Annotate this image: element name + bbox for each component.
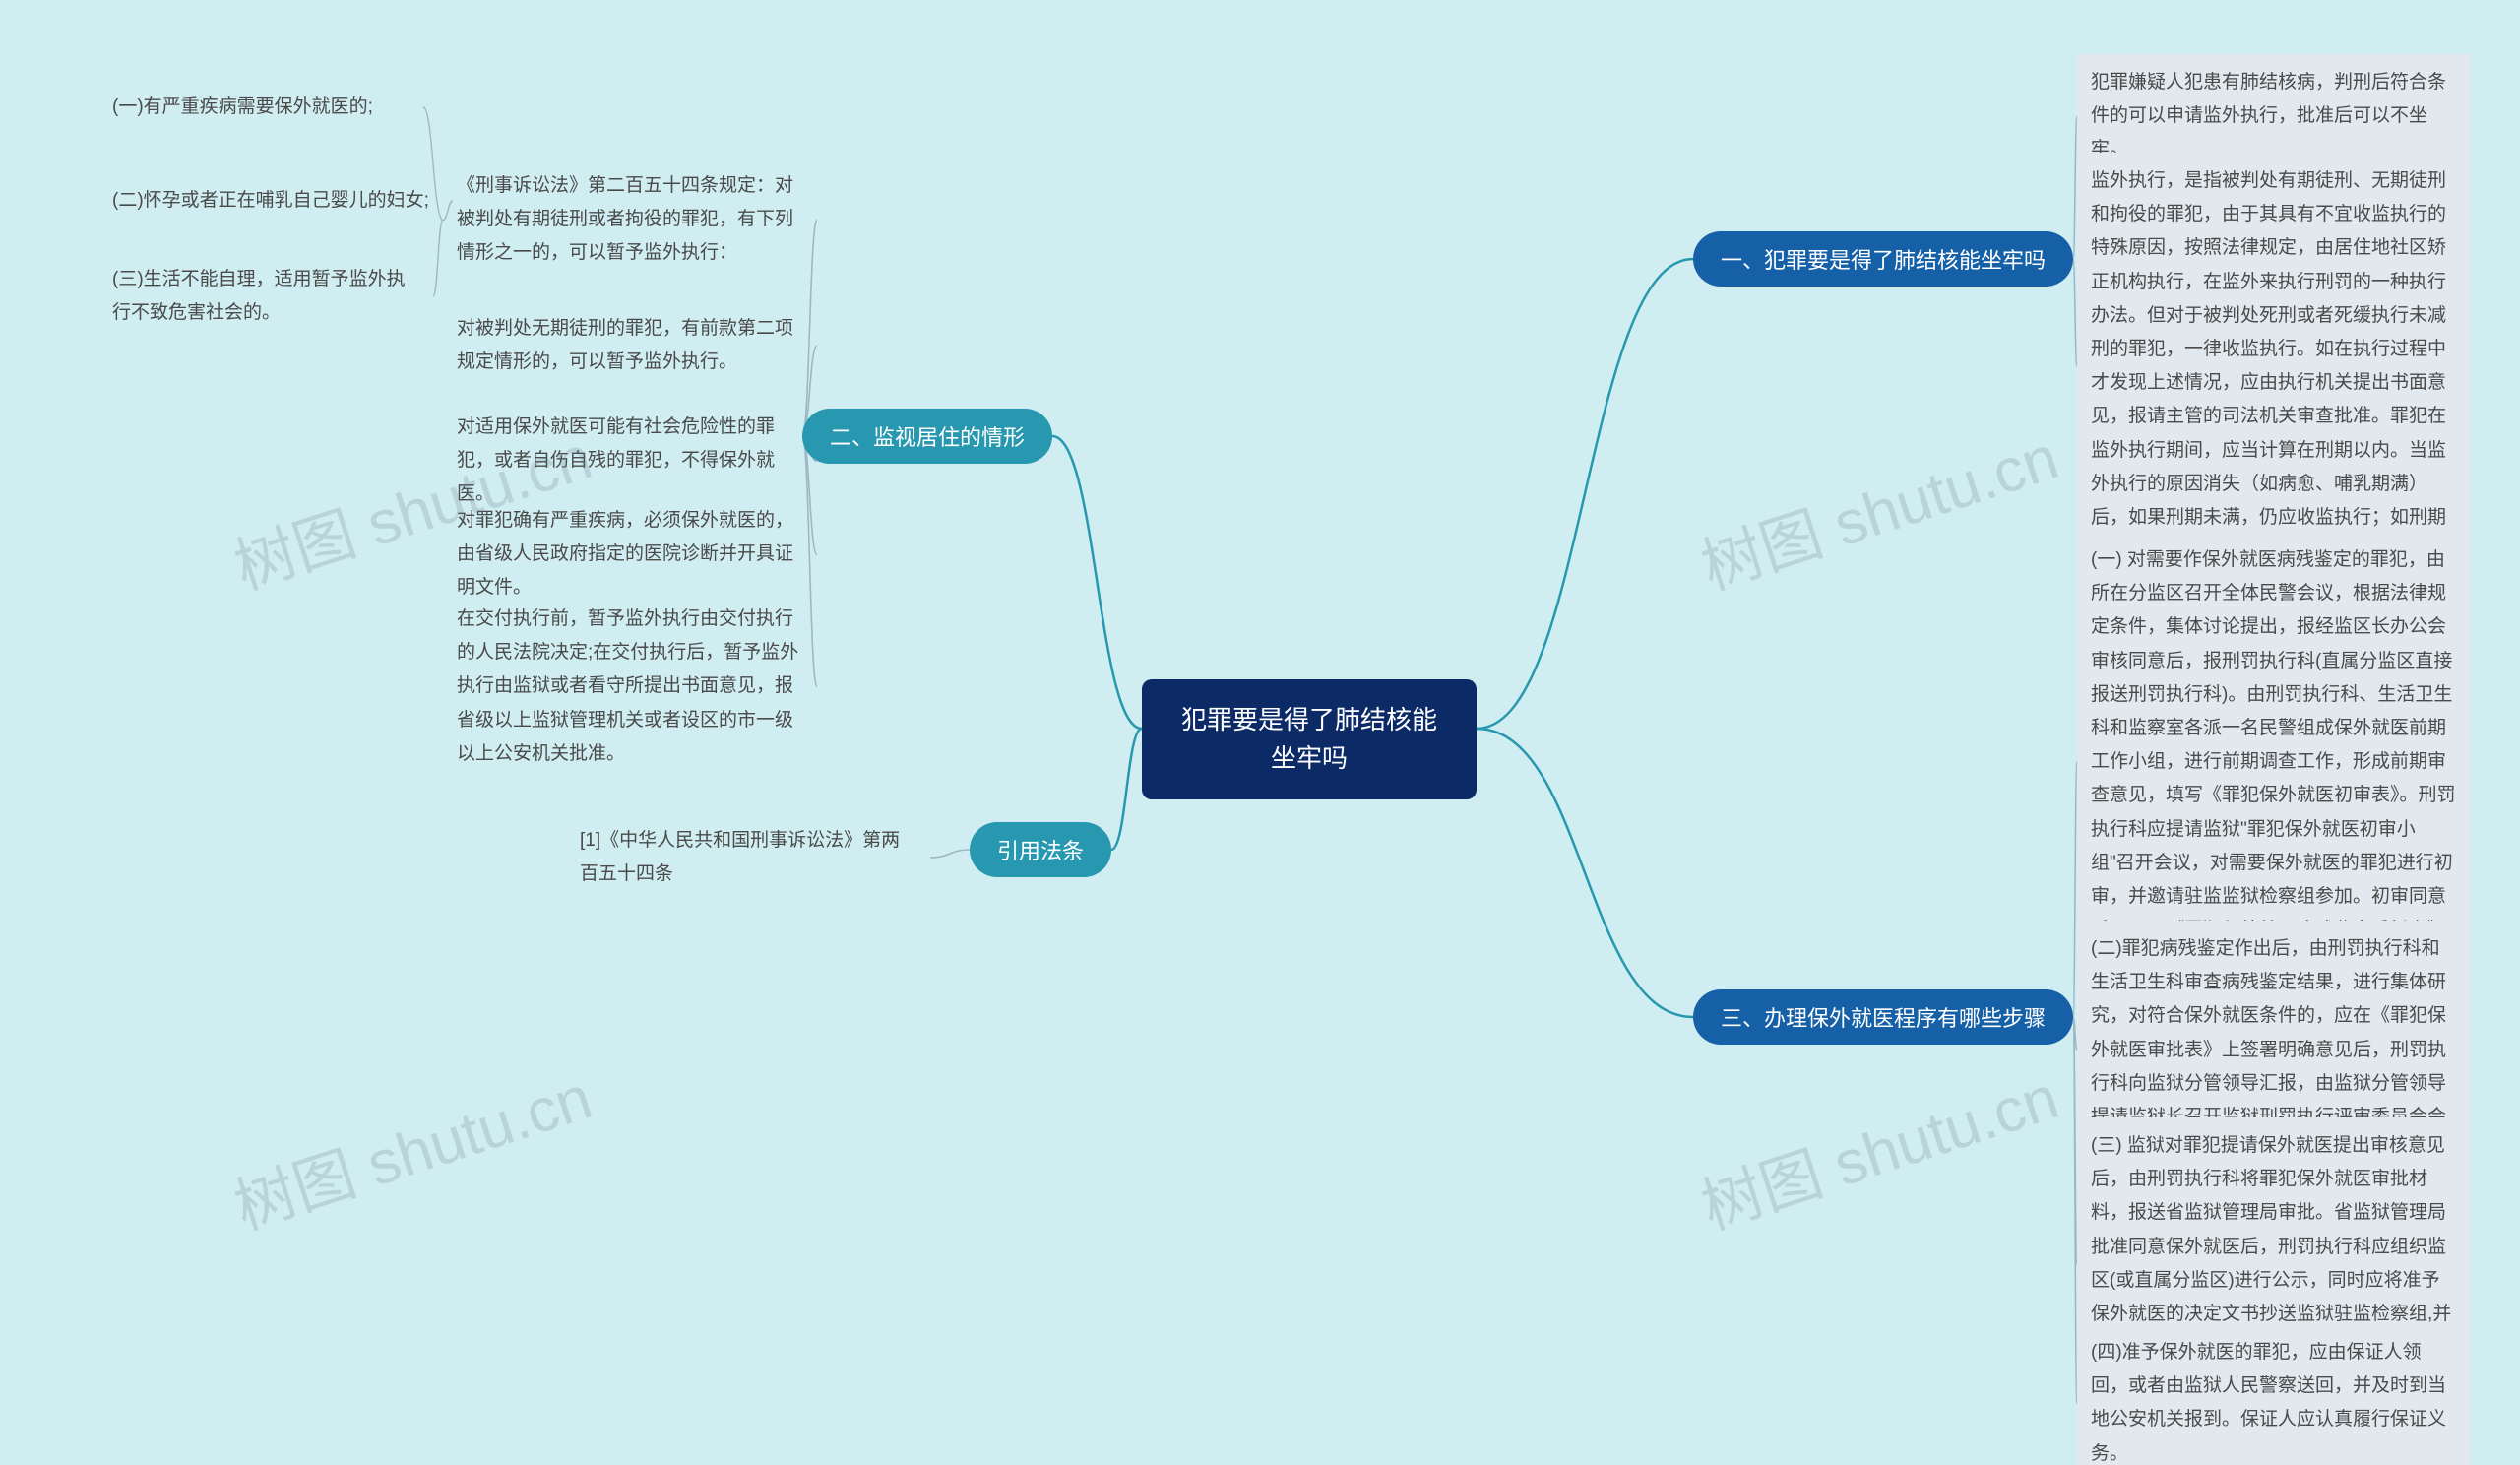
leaf-s2-4: 在交付执行前，暂予监外执行由交付执行的人民法院决定;在交付执行后，暂予监外执行由…	[443, 591, 817, 783]
center-node: 犯罪要是得了肺结核能坐牢吗	[1142, 679, 1477, 799]
subleaf-s2-0-2: (三)生活不能自理，适用暂予监外执行不致危害社会的。	[98, 251, 433, 342]
topic-s1: 一、犯罪要是得了肺结核能坐牢吗	[1693, 231, 2073, 287]
topic-s3: 三、办理保外就医程序有哪些步骤	[1693, 989, 2073, 1045]
topic-s2: 二、监视居住的情形	[802, 409, 1052, 464]
leaf-s2-1: 对被判处无期徒刑的罪犯，有前款第二项规定情形的，可以暂予监外执行。	[443, 300, 817, 391]
leaf-s4-0: [1]《中华人民共和国刑事诉讼法》第两百五十四条	[566, 812, 930, 903]
subleaf-s2-0-1: (二)怀孕或者正在哺乳自己婴儿的妇女;	[98, 172, 453, 229]
topic-s4: 引用法条	[970, 822, 1111, 877]
leaf-s2-0: 《刑事诉讼法》第二百五十四条规定：对被判处有期徒刑或者拘役的罪犯，有下列情形之一…	[443, 158, 817, 283]
subleaf-s2-0-0: (一)有严重疾病需要保外就医的;	[98, 79, 423, 136]
leaf-s1-1: 监外执行，是指被判处有期徒刑、无期徒刑和拘役的罪犯，由于其具有不宜收监执行的特殊…	[2077, 153, 2471, 580]
leaf-s3-3: (四)准予保外就医的罪犯，应由保证人领回，或者由监狱人民警察送回，并及时到当地公…	[2077, 1324, 2471, 1465]
watermark-3: 树图 shutu.cn	[1688, 1048, 2067, 1246]
watermark-1: 树图 shutu.cn	[1688, 408, 2067, 606]
watermark-2: 树图 shutu.cn	[221, 1048, 600, 1246]
